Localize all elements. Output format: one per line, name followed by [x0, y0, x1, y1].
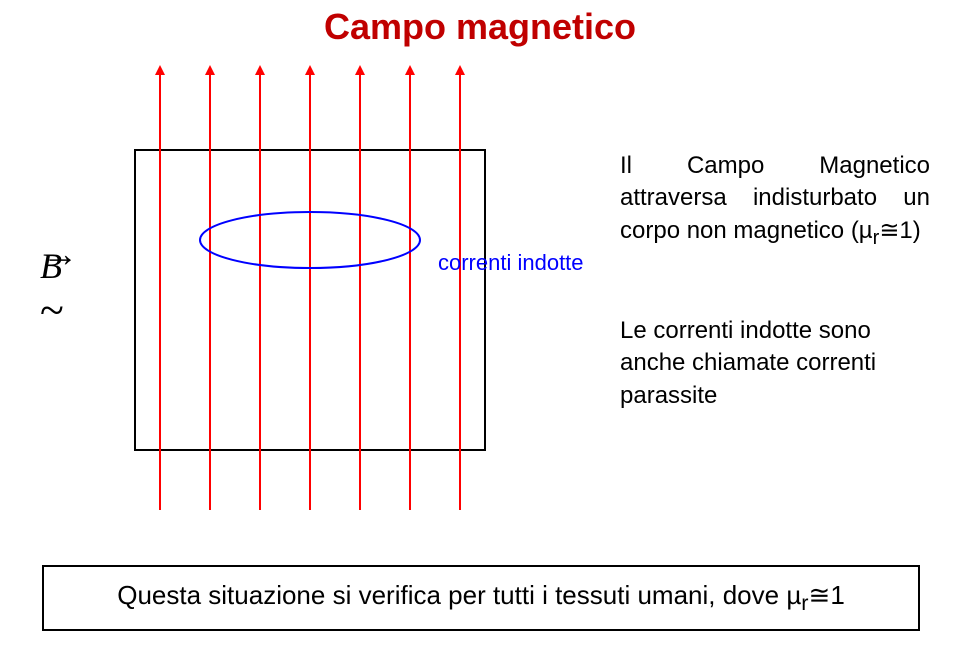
rp1-tail: 1) — [899, 217, 920, 244]
bottom-prefix: Questa situazione si verifica per tutti … — [117, 580, 801, 610]
right-paragraph-2: Le correnti indotte sono anche chiamate … — [620, 315, 930, 412]
field-diagram — [40, 60, 600, 520]
bottom-tail: 1 — [830, 580, 844, 610]
bottom-sub: r — [801, 590, 808, 615]
rp1-approx: ≅ — [879, 217, 899, 244]
bottom-approx: ≅ — [809, 580, 831, 610]
currents-label: correnti indotte — [438, 250, 584, 276]
bottom-note: Questa situazione si verifica per tutti … — [42, 565, 920, 631]
right-paragraph-1: Il Campo Magnetico attraversa indisturba… — [620, 150, 930, 252]
slide-title: Campo magnetico — [0, 6, 960, 48]
slide: Campo magnetico → B ~ correnti indotte I… — [0, 0, 960, 654]
